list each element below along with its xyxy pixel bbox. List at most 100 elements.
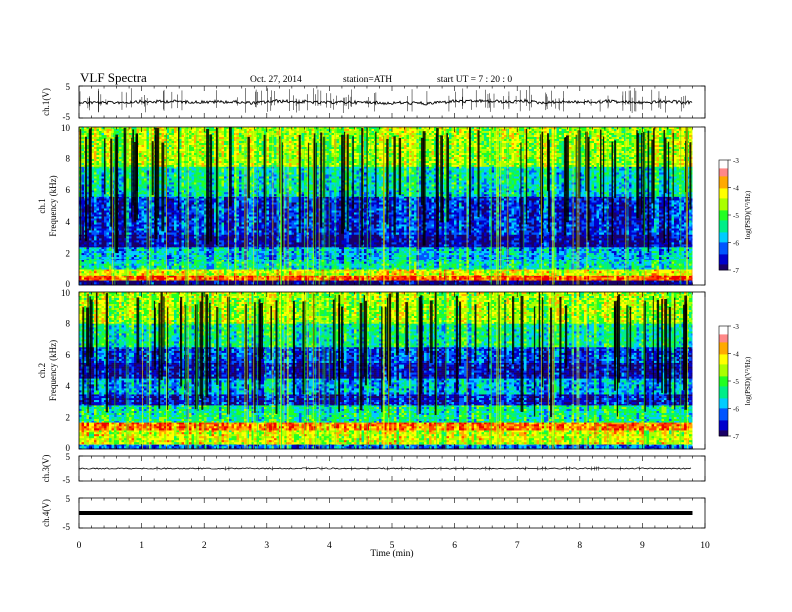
spectrogram-cell [447,253,450,255]
spectrogram-cell [202,249,205,251]
spectrogram-cell [449,280,452,281]
spectrogram-cell [389,247,392,249]
spectrogram-cell [439,282,442,284]
spectrogram-cell [232,273,235,275]
spectrogram-cell [339,266,342,268]
spectrogram-cell [262,271,265,273]
spectrogram-cell [557,271,560,273]
spectrogram-cell [677,262,680,264]
spectrogram-cell [344,268,347,270]
spectrogram-cell [664,249,667,251]
spectrogram-cell [422,264,425,266]
spectrogram-cell [389,251,392,253]
spectrogram-cell [434,266,437,268]
spectrogram-cell [274,278,277,280]
spectrogram-cell [547,282,550,284]
spectrogram-cell [429,251,432,253]
spectrogram-cell [527,273,530,275]
spectrogram-cell [667,282,670,284]
spectrogram-cell [629,278,632,280]
spectrogram-cell [422,249,425,251]
spectrogram-cell [589,251,592,253]
spectrogram-cell [274,271,277,273]
spectrogram-cell [297,275,300,276]
spectrogram-cell [524,276,527,278]
spectrogram-cell [549,249,552,251]
spectrogram-cell [437,266,440,268]
spectrogram-cell [427,266,430,268]
spectrogram-cell [344,280,347,281]
spectrogram-cell [589,268,592,270]
spectrogram-cell [419,268,422,270]
spectrogram-cell [337,276,340,278]
spectrogram-cell [622,280,625,282]
spectrogram-cell [472,253,475,255]
spectrogram-cell [629,262,632,264]
spectrogram-cell [294,273,297,275]
spectrogram-cell [574,278,577,280]
spectrogram-cell [492,253,495,255]
spectrogram-cell [452,271,455,273]
spectrogram-cell [562,280,565,282]
spectrogram-cell [262,275,265,276]
spectrogram-cell [79,273,82,275]
spectrogram-cell [237,264,240,266]
spectrogram-cell [647,269,650,271]
spectrogram-cell [479,275,482,276]
spectrogram-cell [139,276,142,278]
spectrogram-cell [534,282,537,284]
spectrogram-cell [399,282,402,284]
spectrogram-cell [222,282,225,284]
spectrogram-cell [669,273,672,275]
spectrogram-cell [407,269,410,271]
spectrogram-cell [362,273,365,275]
spectrogram-cell [224,266,227,268]
spectrogram-cell [242,253,245,255]
spectrogram-cell [259,260,262,262]
spectrogram-cell [144,251,147,253]
spectrogram-cell [589,271,592,273]
spectrogram-cell [562,271,565,273]
spectrogram-cell [82,264,85,266]
spectrogram-cell [622,266,625,268]
spectrogram-cell [139,251,142,253]
spectrogram-cell [422,276,425,278]
spectrogram-cell [302,249,305,251]
spectrogram-cell [137,278,140,280]
spectrogram-cell [339,262,342,264]
spectrogram-cell [344,253,347,255]
spectrogram-cell [472,260,475,262]
spectrogram-cell [519,251,522,253]
spectrogram-cell [339,247,342,249]
spectrogram-cell [419,249,422,251]
spectrogram-cell [474,262,477,264]
spectrogram-cell [142,247,145,249]
spectrogram-cell [632,249,635,251]
spectrogram-cell [389,264,392,266]
spectrogram-cell [559,262,562,264]
spectrogram-cell [649,262,652,264]
spectrogram-cell [457,247,460,249]
spectrogram-cell [387,282,390,284]
spectrogram-cell [349,282,352,284]
spectrogram-cell [454,271,457,273]
spectrogram-cell [177,273,180,275]
spectrogram-cell [262,273,265,275]
spectrogram-cell [159,266,162,268]
spectrogram-cell [614,275,617,276]
spectrogram-cell [94,275,97,276]
spectrogram-cell [229,268,232,270]
spectrogram-cell [527,275,530,276]
spectrogram-cell [557,249,560,251]
spectrogram-cell [289,251,292,253]
spectrogram-cell [117,280,120,282]
spectrogram-cell [482,280,485,281]
spectrogram-cell [259,275,262,276]
spectrogram-cell [509,273,512,275]
spectrogram-cell [479,280,482,281]
spectrogram-cell [487,276,490,278]
spectrogram-cell [592,251,595,253]
spectrogram-cell [662,269,665,271]
spectrogram-cell [79,247,82,249]
spectrogram-cell [349,273,352,275]
